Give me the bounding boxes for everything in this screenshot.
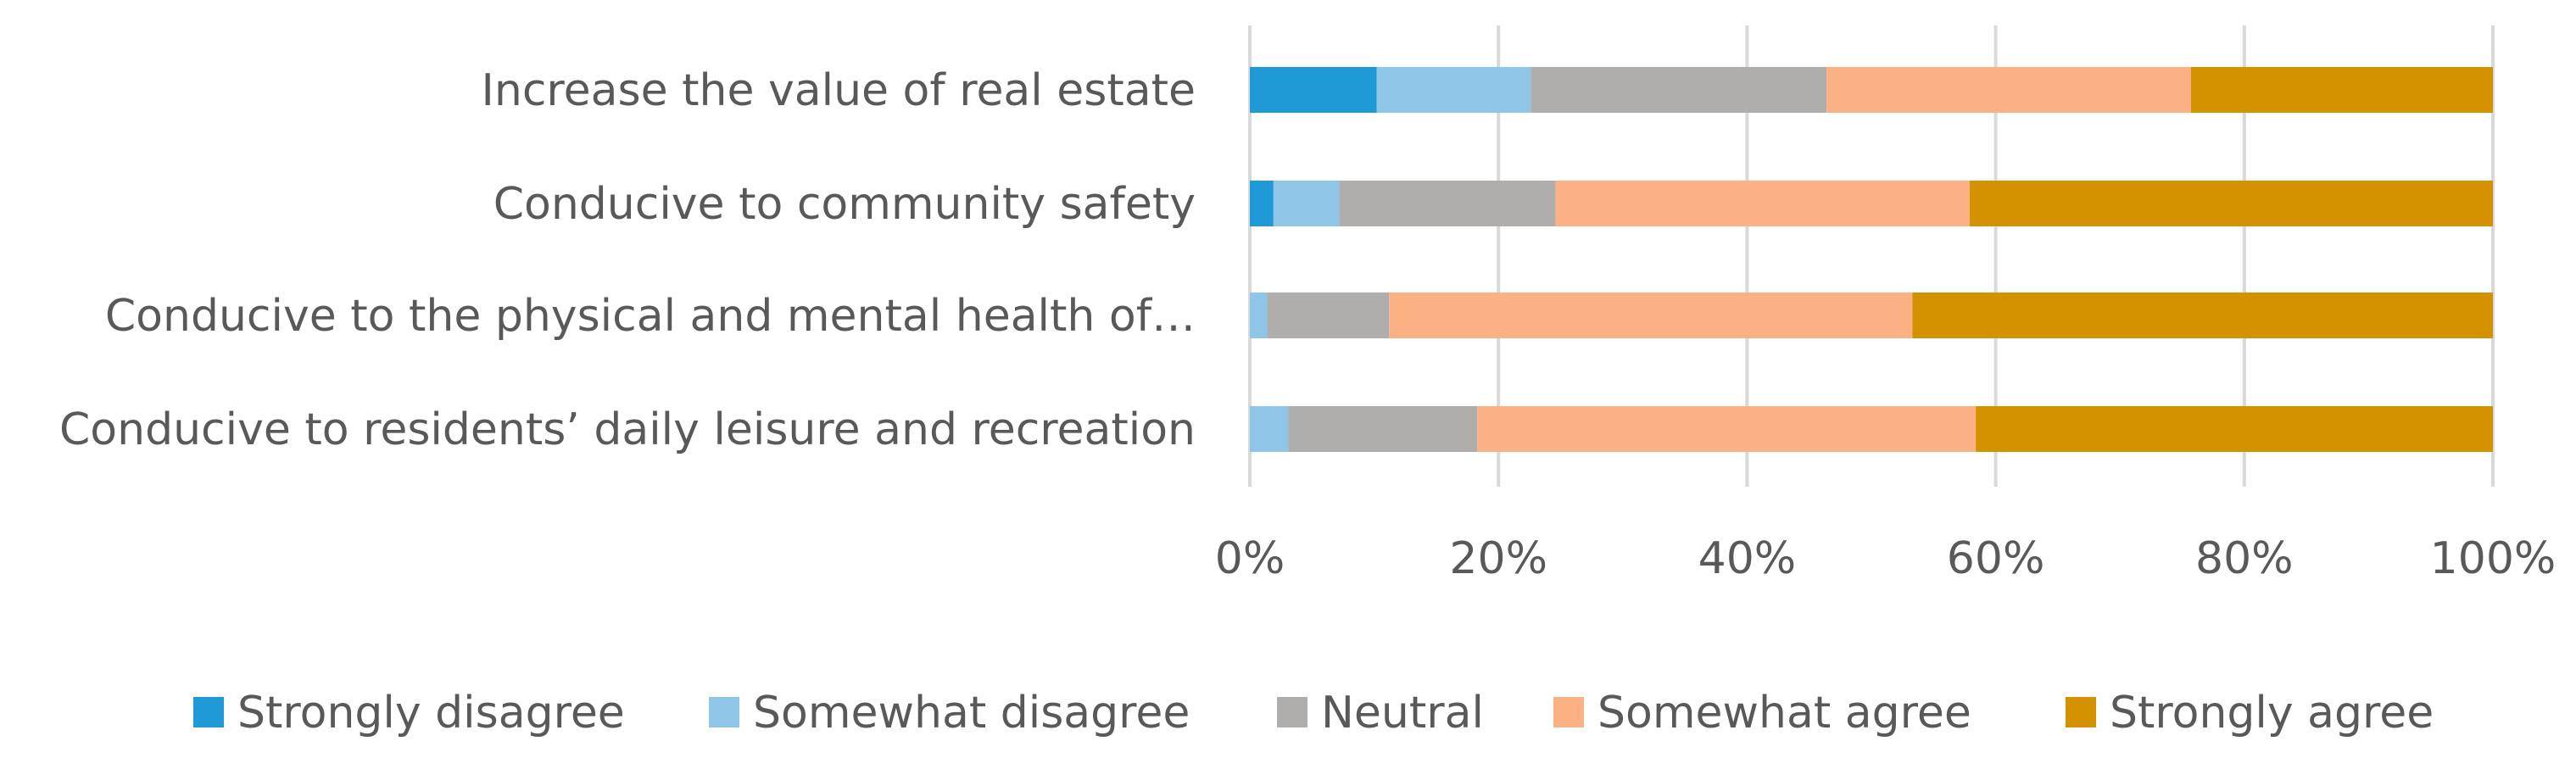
legend-swatch <box>2066 697 2096 727</box>
bar-segment <box>1267 293 1390 338</box>
legend-label: Strongly disagree <box>237 688 625 738</box>
x-tick-label: 100% <box>2430 533 2556 584</box>
bar-segment <box>1339 181 1556 226</box>
bar-segment <box>1376 67 1531 113</box>
bar-segment <box>1389 293 1913 338</box>
legend-label: Neutral <box>1321 688 1484 738</box>
category-label: Conducive to community safety <box>493 179 1196 230</box>
legend-swatch <box>709 697 739 727</box>
legend-label: Strongly agree <box>2110 688 2434 738</box>
bar-segment <box>1250 181 1274 226</box>
bar-segment <box>1288 406 1478 452</box>
x-tick-label: 40% <box>1698 533 1797 584</box>
x-tick-labels: 0% 20% 40% 60% 80% 100% <box>1215 533 2556 584</box>
legend-swatch <box>193 697 224 727</box>
category-labels: Increase the value of real estate Conduci… <box>59 65 1196 455</box>
bar-segment <box>1912 293 2493 338</box>
bar-segment <box>1477 406 1977 452</box>
category-label: Increase the value of real estate <box>482 65 1196 116</box>
x-tick-label: 20% <box>1449 533 1547 584</box>
category-label: Conducive to residents’ daily leisure an… <box>59 404 1196 455</box>
legend-swatch <box>1277 697 1308 727</box>
bar-segment <box>1555 181 1970 226</box>
bar-segment <box>1250 293 1268 338</box>
x-tick-label: 0% <box>1215 533 1285 584</box>
bar-segment <box>1273 181 1340 226</box>
bar-segment <box>1250 406 1289 452</box>
x-tick-label: 80% <box>2195 533 2294 584</box>
legend-label: Somewhat disagree <box>753 688 1190 738</box>
legend-label: Somewhat agree <box>1597 688 1971 738</box>
bar-segment <box>1250 67 1377 113</box>
bar-segment <box>1531 67 1827 113</box>
bar-segment <box>1826 67 2191 113</box>
category-label: Conducive to the physical and mental hea… <box>105 291 1196 342</box>
bar-segment <box>1969 181 2493 226</box>
bar-segment <box>1976 406 2493 452</box>
legend-swatch <box>1553 697 1584 727</box>
bar-segment <box>2190 67 2493 113</box>
x-tick-label: 60% <box>1947 533 2045 584</box>
legend: Strongly disagree Somewhat disagree Neutra… <box>193 688 2434 738</box>
bars <box>1250 67 2493 452</box>
